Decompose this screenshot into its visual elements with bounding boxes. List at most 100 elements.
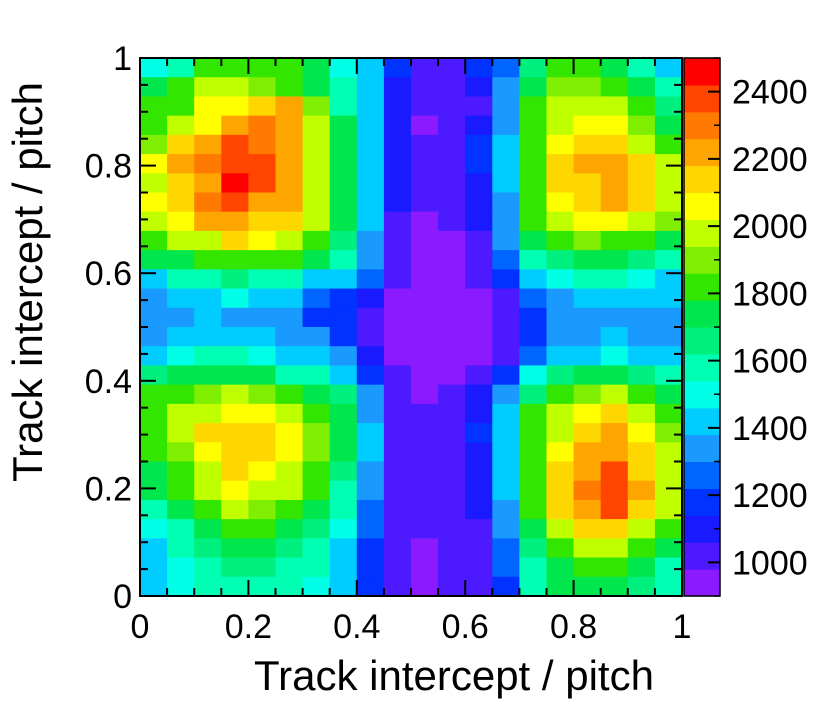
colorbar-tick-label: 2200	[732, 141, 808, 179]
heatmap-cell	[383, 211, 412, 232]
heatmap-cell	[465, 403, 493, 424]
heatmap-cell	[194, 423, 222, 443]
heatmap-cell	[275, 384, 304, 405]
heatmap-cell	[600, 192, 629, 213]
heatmap-cell	[519, 365, 548, 386]
colorbar-band	[684, 488, 720, 516]
heatmap-cell	[329, 77, 358, 98]
heatmap-cell	[654, 519, 683, 539]
heatmap-cell	[519, 423, 548, 443]
heatmap-cell	[302, 154, 331, 174]
heatmap-cell	[654, 499, 683, 520]
heatmap-cell	[519, 173, 548, 194]
heatmap-cell	[167, 499, 195, 520]
heatmap-cell	[248, 154, 277, 174]
heatmap-cell	[411, 499, 439, 520]
heatmap-cell	[194, 461, 222, 482]
heatmap-cell	[438, 423, 466, 443]
heatmap-cell	[356, 557, 385, 578]
heatmap-cell	[140, 192, 168, 213]
heatmap-cell	[492, 365, 520, 386]
heatmap-cell	[302, 115, 331, 136]
heatmap-cell	[221, 403, 249, 424]
heatmap-cell	[654, 134, 683, 155]
y-axis-ticks	[140, 57, 682, 597]
heatmap-cell	[383, 346, 412, 367]
heatmap-cell	[383, 307, 412, 328]
heatmap-cell	[546, 442, 575, 463]
heatmap-cell	[465, 346, 493, 367]
heatmap-cell	[221, 499, 249, 520]
heatmap-cell	[275, 211, 304, 232]
heatmap-cell	[383, 403, 412, 424]
heatmap-cell	[465, 327, 493, 347]
heatmap-cell	[411, 442, 439, 463]
heatmap-cell	[411, 250, 439, 270]
heatmap-cell	[600, 461, 629, 482]
heatmap-cell	[356, 576, 385, 597]
heatmap-cell	[302, 307, 331, 328]
heatmap-cell	[519, 192, 548, 213]
heatmap-cell	[546, 557, 575, 578]
heatmap-cell	[356, 365, 385, 386]
heatmap-cell	[356, 461, 385, 482]
heatmap-cell	[221, 327, 249, 347]
heatmap-cell	[519, 77, 548, 98]
heatmap-cell	[438, 480, 466, 501]
heatmap-cell	[654, 230, 683, 251]
heatmap-cell	[302, 346, 331, 367]
y-tick-label: 1	[113, 40, 132, 78]
heatmap-cell	[411, 58, 439, 78]
heatmap-cell	[465, 288, 493, 309]
heatmap-cell	[329, 576, 358, 597]
heatmap-cell	[519, 211, 548, 232]
colorbar-band	[684, 273, 720, 301]
heatmap-cell	[221, 442, 249, 463]
heatmap-cell	[546, 173, 575, 194]
heatmap-cell	[248, 384, 277, 405]
heatmap-cell	[275, 288, 304, 309]
heatmap-cell	[302, 327, 331, 347]
heatmap-cell	[438, 211, 466, 232]
heatmap-cell	[411, 173, 439, 194]
heatmap-cell	[356, 96, 385, 117]
heatmap-cell	[411, 538, 439, 559]
heatmap-cell	[627, 327, 656, 347]
heatmap-cell	[194, 115, 222, 136]
colorbar-tick-label: 1600	[732, 343, 808, 381]
y-tick-label: 0.6	[85, 255, 132, 293]
heatmap-cell	[546, 192, 575, 213]
heatmap-cell	[194, 442, 222, 463]
heatmap-cell	[167, 192, 195, 213]
heatmap-cell	[140, 307, 168, 328]
heatmap-cell	[438, 192, 466, 213]
heatmap-cell	[546, 134, 575, 155]
heatmap-cell	[356, 423, 385, 443]
heatmap-cell	[275, 499, 304, 520]
heatmap-cell	[465, 461, 493, 482]
heatmap-cell	[356, 134, 385, 155]
heatmap-cell	[302, 461, 331, 482]
colorbar-band	[684, 434, 720, 463]
heatmap-cell	[492, 211, 520, 232]
heatmap-cell	[573, 115, 602, 136]
heatmap-cell	[627, 307, 656, 328]
heatmap-cell	[573, 423, 602, 443]
heatmap-cell	[411, 461, 439, 482]
heatmap-cell	[519, 403, 548, 424]
heatmap-cell	[573, 288, 602, 309]
heatmap-cell	[329, 58, 358, 78]
heatmap-cell	[221, 307, 249, 328]
heatmap-cell	[356, 58, 385, 78]
heatmap-cell	[383, 384, 412, 405]
heatmap-cell	[465, 250, 493, 270]
heatmap-cell	[465, 307, 493, 328]
heatmap-cell	[167, 307, 195, 328]
heatmap-cell	[194, 230, 222, 251]
heatmap-cell	[140, 115, 168, 136]
heatmap-cell	[194, 77, 222, 98]
heatmap-cell	[600, 154, 629, 174]
heatmap-cell	[329, 307, 358, 328]
heatmap-cell	[248, 442, 277, 463]
heatmap-cell	[275, 250, 304, 270]
